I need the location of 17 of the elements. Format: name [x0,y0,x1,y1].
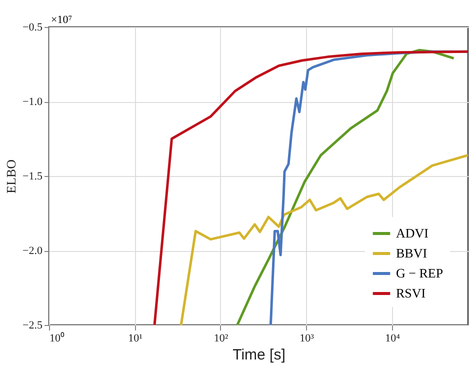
x-tick-label: 10² [214,332,229,344]
legend-label: BBVI [396,246,428,260]
x-tick-label: 10⁰ [50,332,64,344]
legend-label: G − REP [396,266,444,280]
x-axis-title: Time [s] [232,346,286,364]
x-tick-label: 10³ [300,332,315,344]
y-axis-title: ELBO [4,160,19,194]
text: ×10⁷ [51,14,72,26]
y-tick-label: −1.5 [22,170,43,182]
y-tick-label: −1.0 [22,96,43,108]
x-tick-label: 10⁴ [385,332,400,344]
legend-label: RSVI [396,286,426,300]
legend-label: ADVI [396,226,428,240]
y-tick-label: −0.5 [22,22,43,34]
y-tick-label: −2.0 [22,245,43,257]
x-tick-label: 10¹ [128,332,142,344]
y-tick-label: −2.5 [22,320,43,332]
